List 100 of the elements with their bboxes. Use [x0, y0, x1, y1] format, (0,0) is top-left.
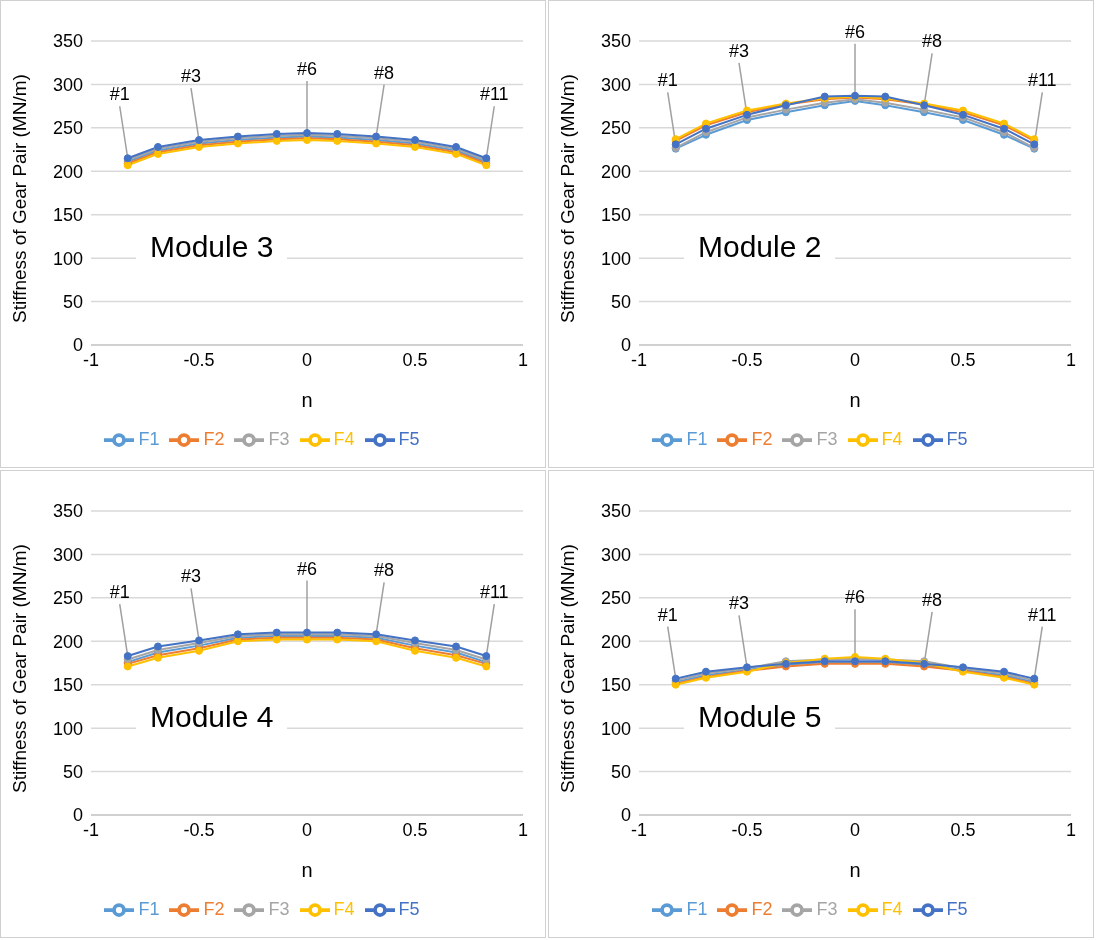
- y-tick-label: 250: [600, 118, 631, 139]
- annotation: #1: [109, 84, 130, 105]
- y-tick-label: 100: [52, 248, 83, 269]
- y-axis-title: Stiffness of Gear Pair (MN/m): [556, 74, 578, 323]
- y-tick-label: 250: [52, 118, 83, 139]
- y-tick-label: 150: [600, 205, 631, 226]
- x-tick-label: 1: [517, 819, 529, 840]
- x-tick-label: -1: [630, 819, 648, 840]
- annotation: Module 4: [136, 696, 288, 738]
- legend-label: F1: [138, 898, 160, 919]
- y-tick-label: 200: [52, 631, 83, 652]
- y-tick-label: 300: [52, 74, 83, 95]
- y-tick-label: 300: [600, 544, 631, 565]
- y-tick-label: 0: [72, 805, 83, 826]
- y-tick-label: 50: [610, 761, 631, 782]
- x-axis-title: n: [301, 389, 313, 411]
- legend-label: F5: [946, 428, 968, 449]
- annotation: Module 3: [136, 226, 288, 268]
- annotation: #6: [296, 558, 318, 579]
- y-tick-label: 350: [600, 31, 631, 52]
- x-tick-label: 0.5: [950, 349, 976, 370]
- legend-label: F4: [881, 898, 903, 919]
- x-tick-label: 0.5: [950, 819, 976, 840]
- x-tick-label: 0: [849, 349, 861, 370]
- legend-label: F3: [268, 428, 290, 449]
- annotation: #1: [109, 582, 130, 603]
- x-tick-label: -1: [82, 349, 100, 370]
- annotation: #6: [844, 21, 866, 42]
- legend-label: F1: [686, 898, 708, 919]
- x-tick-label: 0: [849, 819, 861, 840]
- annotation: #3: [728, 593, 750, 614]
- y-tick-label: 100: [600, 718, 631, 739]
- annotation: #1: [657, 70, 678, 91]
- y-tick-label: 150: [52, 675, 83, 696]
- legend-label: F3: [268, 898, 290, 919]
- y-tick-label: 350: [52, 501, 83, 522]
- annotation: #3: [728, 40, 750, 61]
- annotation: #8: [922, 31, 943, 52]
- x-tick-label: -0.5: [731, 349, 763, 370]
- annotation: #8: [374, 62, 395, 83]
- annotation: #11: [479, 582, 509, 603]
- legend-label: F3: [816, 898, 838, 919]
- y-tick-label: 100: [52, 718, 83, 739]
- legend-label: F4: [333, 428, 355, 449]
- x-tick-label: 0: [301, 349, 313, 370]
- x-tick-label: 1: [1065, 349, 1077, 370]
- y-tick-label: 200: [52, 161, 83, 182]
- annotation: #8: [922, 589, 943, 610]
- annotation: #11: [1027, 70, 1057, 91]
- legend-label: F2: [203, 428, 225, 449]
- legend-label: F2: [751, 428, 773, 449]
- y-axis-title: Stiffness of Gear Pair (MN/m): [556, 544, 578, 793]
- y-tick-label: 150: [600, 675, 631, 696]
- legend-label: F2: [203, 898, 225, 919]
- x-tick-label: -0.5: [183, 349, 215, 370]
- y-tick-label: 50: [62, 761, 83, 782]
- y-tick-label: 250: [600, 588, 631, 609]
- y-axis-title: Stiffness of Gear Pair (MN/m): [8, 544, 30, 793]
- y-tick-label: 0: [72, 335, 83, 356]
- y-tick-label: 100: [600, 248, 631, 269]
- annotation: #6: [296, 59, 318, 80]
- x-axis-title: n: [301, 859, 313, 881]
- y-tick-label: 50: [62, 291, 83, 312]
- y-tick-label: 250: [52, 588, 83, 609]
- y-tick-label: 0: [620, 335, 631, 356]
- legend-label: F4: [881, 428, 903, 449]
- annotation: #6: [844, 587, 866, 608]
- annotation: #3: [180, 566, 202, 587]
- x-tick-label: -1: [630, 349, 648, 370]
- y-tick-label: 300: [600, 74, 631, 95]
- x-tick-label: -0.5: [731, 819, 763, 840]
- legend-label: F1: [138, 428, 160, 449]
- y-tick-label: 350: [52, 31, 83, 52]
- x-axis-title: n: [849, 389, 861, 411]
- x-axis-title: n: [849, 859, 861, 881]
- x-tick-label: -0.5: [183, 819, 215, 840]
- annotation: #11: [1027, 604, 1057, 625]
- y-tick-label: 200: [600, 631, 631, 652]
- legend-label: F2: [751, 898, 773, 919]
- x-tick-label: 0.5: [402, 819, 428, 840]
- y-tick-label: 0: [620, 805, 631, 826]
- x-tick-label: 0: [301, 819, 313, 840]
- legend-label: F3: [816, 428, 838, 449]
- legend-label: F5: [946, 898, 968, 919]
- y-tick-label: 350: [600, 501, 631, 522]
- x-tick-label: -1: [82, 819, 100, 840]
- legend-label: F5: [398, 898, 420, 919]
- x-tick-label: 1: [1065, 819, 1077, 840]
- annotation: #1: [657, 604, 678, 625]
- y-tick-label: 150: [52, 205, 83, 226]
- y-tick-label: 300: [52, 544, 83, 565]
- legend-label: F1: [686, 428, 708, 449]
- legend-label: F5: [398, 428, 420, 449]
- x-tick-label: 1: [517, 349, 529, 370]
- y-tick-label: 50: [610, 291, 631, 312]
- annotation: #8: [374, 560, 395, 581]
- annotation: Module 5: [684, 696, 836, 738]
- legend-label: F4: [333, 898, 355, 919]
- x-tick-label: 0.5: [402, 349, 428, 370]
- y-tick-label: 200: [600, 161, 631, 182]
